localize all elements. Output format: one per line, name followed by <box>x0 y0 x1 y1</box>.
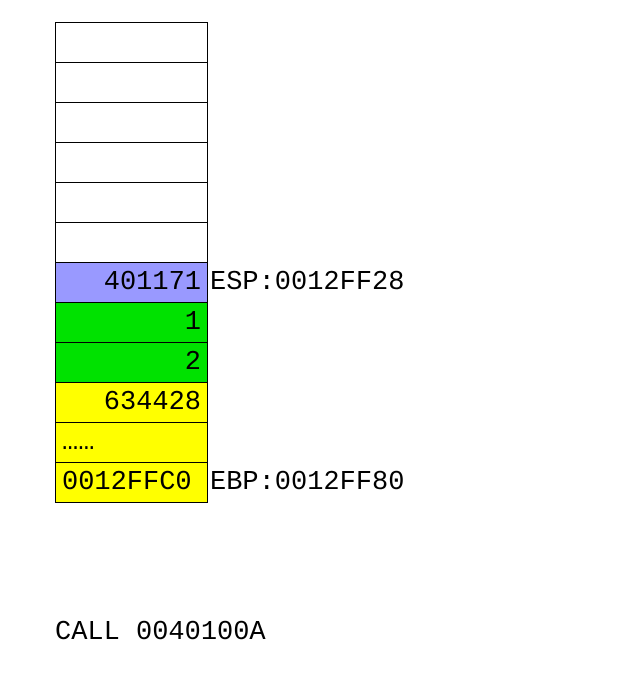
stack-cell <box>55 142 208 183</box>
stack-cell: 0012FFC0 <box>55 462 208 503</box>
stack-cell-value: 401171 <box>62 268 201 298</box>
caption-text: CALL 0040100A <box>55 618 266 648</box>
stack-cell <box>55 102 208 143</box>
stack-cell-value: 2 <box>62 348 201 378</box>
pointer-label: ESP:0012FF28 <box>210 262 404 303</box>
stack-cell: 1 <box>55 302 208 343</box>
stack-cell: 634428 <box>55 382 208 423</box>
stack-cell <box>55 22 208 63</box>
stack-cell <box>55 222 208 263</box>
stack-cell <box>55 62 208 103</box>
stack-cell-value: 0012FFC0 <box>62 468 201 498</box>
stack-cell: 401171 <box>55 262 208 303</box>
stack-cell: …… <box>55 422 208 463</box>
pointer-label-text: ESP:0012FF28 <box>210 268 404 298</box>
stack-cell: 2 <box>55 342 208 383</box>
stack-cell-value: 1 <box>62 308 201 338</box>
pointer-label: EBP:0012FF80 <box>210 462 404 503</box>
stack-column: 401171 1 2 634428 …… 0012FFC0 <box>55 22 208 503</box>
stack-cell-value: 634428 <box>62 388 201 418</box>
stack-cell-value: …… <box>62 428 201 458</box>
pointer-label-text: EBP:0012FF80 <box>210 468 404 498</box>
caption: CALL 0040100A <box>55 618 266 648</box>
stack-cell <box>55 182 208 223</box>
